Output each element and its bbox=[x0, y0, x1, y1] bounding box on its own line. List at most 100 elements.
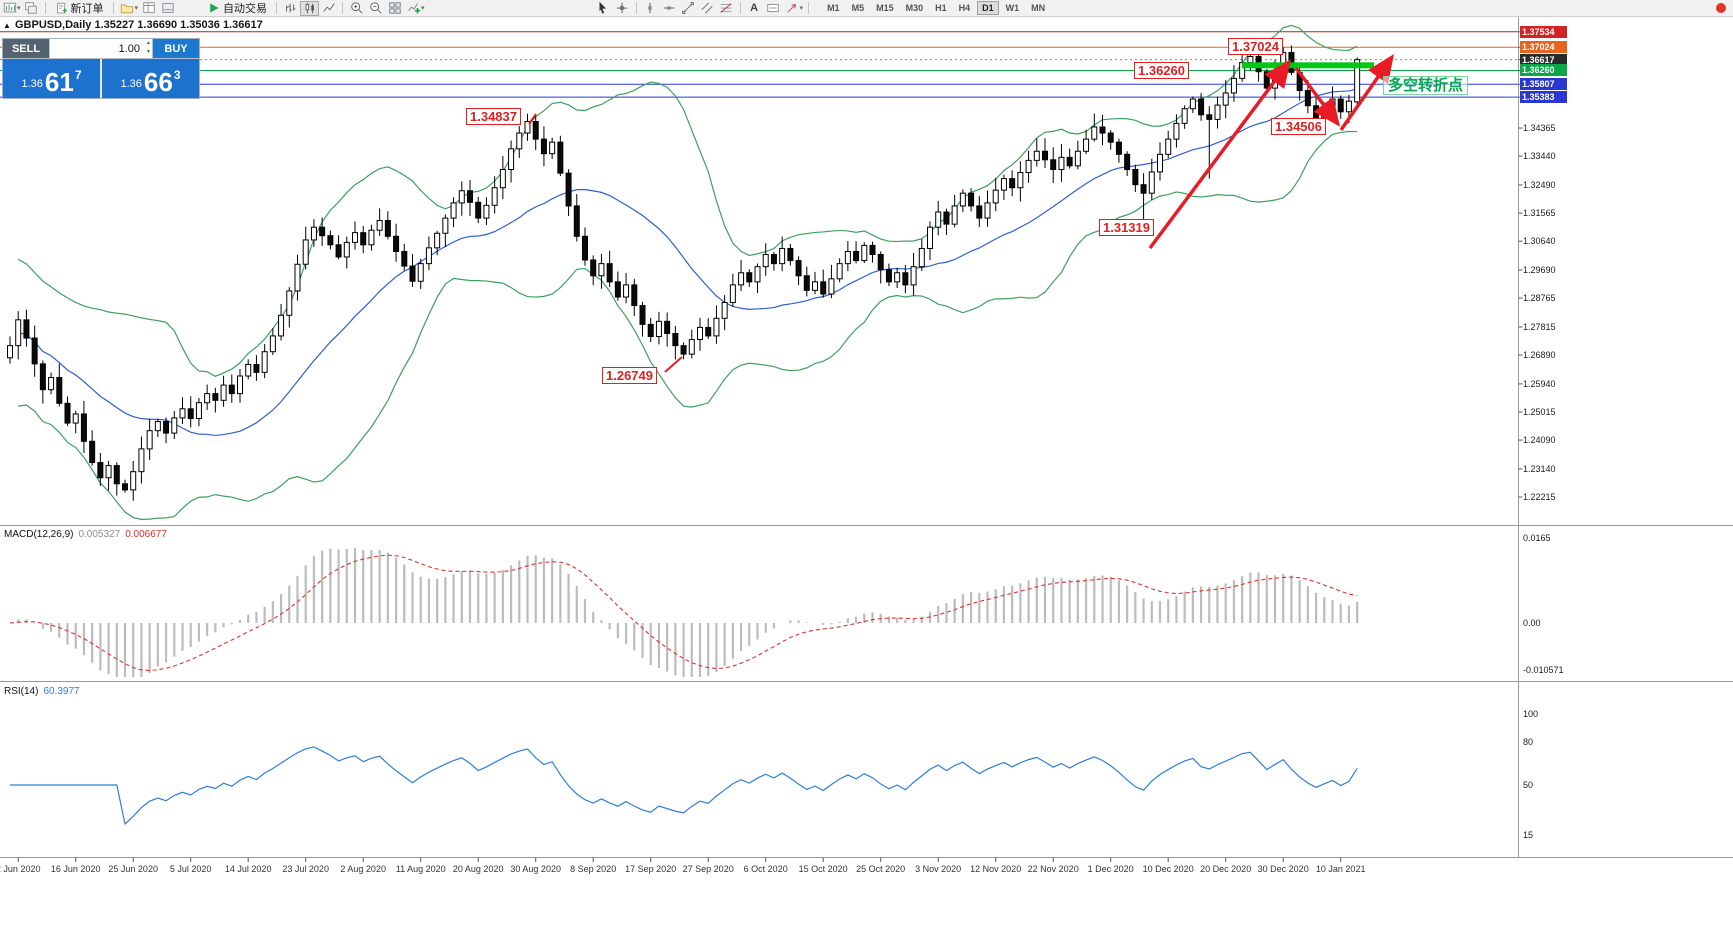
macd-value: 0.005327 bbox=[78, 529, 121, 540]
volume-up-icon[interactable]: ▲ bbox=[146, 40, 151, 46]
timeframe-m30[interactable]: M30 bbox=[905, 3, 924, 13]
date-axis-label: 1 Dec 2020 bbox=[1087, 864, 1134, 874]
date-axis-label: 27 Sep 2020 bbox=[682, 864, 734, 874]
buy-button[interactable]: BUY bbox=[153, 39, 199, 58]
sell-button[interactable]: SELL bbox=[3, 39, 49, 58]
autotrade-button[interactable]: 自动交易 bbox=[203, 1, 272, 16]
price-axis-label: 1.26890 bbox=[1523, 350, 1556, 361]
macd-name: MACD(12,26,9) bbox=[4, 529, 74, 540]
indicators-icon[interactable] bbox=[404, 1, 423, 16]
date-axis-label: 8 Sep 2020 bbox=[570, 864, 617, 874]
notification-dot[interactable] bbox=[1716, 3, 1726, 13]
volume-input[interactable]: 1.00 ▲ ▼ bbox=[49, 39, 153, 58]
horizontal-line-icon[interactable] bbox=[660, 1, 679, 16]
window-cascade-icon[interactable] bbox=[22, 1, 41, 16]
zoom-in-icon[interactable] bbox=[347, 1, 366, 16]
cursor-icon[interactable] bbox=[594, 1, 613, 16]
indicators-dropdown-icon[interactable]: ▾ bbox=[421, 5, 425, 12]
timeframe-d1[interactable]: D1 bbox=[977, 1, 999, 15]
fibonacci-icon[interactable] bbox=[717, 1, 736, 16]
one-click-trading-panel: SELL 1.00 ▲ ▼ BUY 1.36 61 7 1.36 66 3 bbox=[2, 38, 200, 99]
price-axis-label: 1.24090 bbox=[1523, 435, 1556, 446]
terminal-icon[interactable] bbox=[158, 1, 177, 16]
chart-window-dropdown-icon[interactable]: ▾ bbox=[17, 5, 21, 12]
price-axis-label: 1.30640 bbox=[1523, 236, 1556, 247]
trend-arrows[interactable] bbox=[528, 54, 1395, 373]
date-axis-label: 30 Aug 2020 bbox=[510, 864, 561, 874]
date-axis-label: 10 Jan 2021 bbox=[1315, 864, 1366, 874]
date-axis-label: 11 Aug 2020 bbox=[395, 864, 446, 874]
price-annotation-label[interactable]: 1.26749 bbox=[602, 367, 657, 384]
date-axis-label: 2 Aug 2020 bbox=[340, 864, 386, 874]
chart-symbol-title: GBPUSD,Daily 1.35227 1.36690 1.35036 1.3… bbox=[15, 19, 263, 31]
panel-separators bbox=[0, 17, 1733, 858]
sell-price-sup: 7 bbox=[74, 68, 82, 82]
price-axis-badge: 1.36617 bbox=[1520, 53, 1567, 66]
profiles-icon[interactable] bbox=[118, 1, 137, 16]
vertical-line-icon[interactable] bbox=[641, 1, 660, 16]
new-order-button[interactable]: 新订单 bbox=[50, 1, 109, 16]
price-axis-label: 1.34365 bbox=[1523, 123, 1556, 134]
timeframe-m1[interactable]: M1 bbox=[827, 3, 840, 13]
sell-price-button[interactable]: 1.36 61 7 bbox=[3, 59, 100, 98]
market-watch-icon[interactable] bbox=[139, 1, 158, 16]
price-annotation-label[interactable]: 1.31319 bbox=[1099, 219, 1154, 236]
candlestick-chart-icon[interactable] bbox=[300, 0, 320, 16]
text-label-icon[interactable] bbox=[764, 1, 783, 16]
date-axis-label: 15 Oct 2020 bbox=[798, 864, 848, 874]
main-toolbar: ▾ 新订单 ▾ 自动交易 ▾ A ▾ M1 M5 M15 M30 H1 H4 D1 W1 MN bbox=[0, 0, 1733, 17]
channel-icon[interactable] bbox=[698, 1, 717, 16]
profiles-dropdown-icon[interactable]: ▾ bbox=[134, 5, 139, 12]
rsi-label: RSI(14) 60.3977 bbox=[4, 686, 80, 697]
axis-ticks bbox=[17, 31, 1523, 862]
macd-axis-label: -0.010571 bbox=[1523, 665, 1564, 675]
macd-axis-label: 0.0165 bbox=[1523, 533, 1551, 544]
turning-point-label[interactable]: 多空转折点 bbox=[1383, 76, 1469, 95]
buy-price-button[interactable]: 1.36 66 3 bbox=[100, 59, 199, 98]
rsi-name: RSI(14) bbox=[4, 686, 39, 697]
candles[interactable] bbox=[7, 43, 1361, 501]
price-axis-badge: 1.37024 bbox=[1520, 41, 1567, 54]
timeframe-mn[interactable]: MN bbox=[1031, 3, 1046, 13]
text-tool-icon[interactable]: A bbox=[750, 2, 759, 14]
crosshair-icon[interactable] bbox=[613, 1, 632, 16]
timeframe-h1[interactable]: H1 bbox=[935, 3, 947, 13]
timeframe-w1[interactable]: W1 bbox=[1005, 3, 1020, 13]
date-axis-label: 6 Oct 2020 bbox=[743, 864, 788, 874]
date-axis-label: 16 Jun 2020 bbox=[50, 864, 101, 874]
timeframe-h4[interactable]: H4 bbox=[958, 3, 971, 13]
chart-window-icon[interactable] bbox=[0, 1, 19, 16]
support-zone-bar[interactable] bbox=[1242, 62, 1374, 69]
timeframe-m15[interactable]: M15 bbox=[876, 3, 894, 13]
price-axis-label: 1.28765 bbox=[1523, 293, 1556, 304]
bollinger-bands bbox=[17, 24, 1358, 520]
rsi-axis-label: 80 bbox=[1523, 737, 1534, 748]
trendline-icon[interactable] bbox=[679, 1, 698, 16]
line-chart-icon[interactable] bbox=[319, 1, 338, 16]
timeframe-m5[interactable]: M5 bbox=[851, 3, 865, 13]
new-order-label: 新订单 bbox=[70, 3, 104, 15]
price-annotation-label[interactable]: 1.34506 bbox=[1271, 118, 1326, 135]
bar-chart-icon[interactable] bbox=[281, 1, 300, 16]
macd-histogram bbox=[17, 548, 1359, 677]
macd-signal-line bbox=[9, 554, 1358, 672]
timeframe-toolbar: M1 M5 M15 M30 H1 H4 D1 W1 MN bbox=[821, 1, 1051, 15]
price-annotation-label[interactable]: 1.36260 bbox=[1134, 62, 1189, 79]
date-axis-label: 20 Dec 2020 bbox=[1200, 864, 1252, 874]
price-axis-label: 1.29690 bbox=[1523, 265, 1556, 275]
rsi-axis-label: 15 bbox=[1523, 829, 1534, 840]
date-axis-label: 25 Jun 2020 bbox=[108, 864, 158, 874]
rsi-line bbox=[10, 746, 1358, 826]
tile-windows-icon[interactable] bbox=[385, 1, 404, 16]
price-axis-badge: 1.35383 bbox=[1520, 91, 1567, 104]
price-annotation-label[interactable]: 1.34837 bbox=[466, 108, 521, 125]
volume-down-icon[interactable]: ▼ bbox=[146, 49, 151, 55]
arrows-dropdown-icon[interactable]: ▾ bbox=[799, 5, 804, 12]
price-annotation-label[interactable]: 1.37024 bbox=[1228, 38, 1283, 55]
symbol-ohlc: 1.35227 1.36690 1.35036 1.36617 bbox=[94, 19, 263, 31]
price-axis-label: 1.25940 bbox=[1523, 378, 1556, 389]
zoom-out-icon[interactable] bbox=[366, 1, 385, 16]
arrows-tool-icon[interactable] bbox=[783, 1, 802, 16]
price-axis-badge: 1.37534 bbox=[1520, 25, 1567, 38]
